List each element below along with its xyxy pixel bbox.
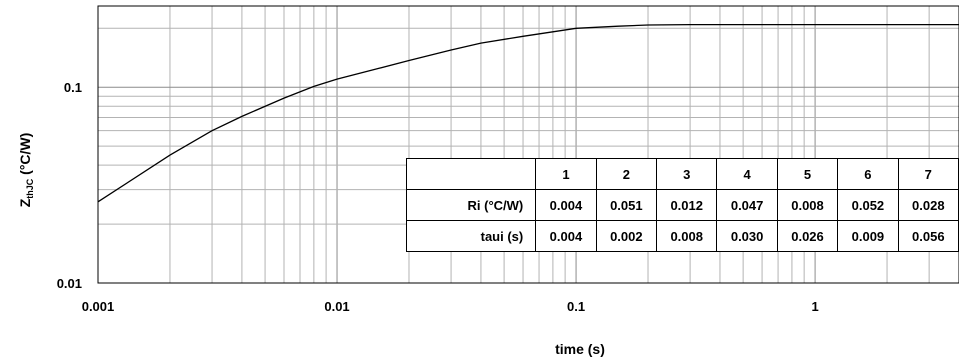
table-cell: 0.008 [656, 220, 718, 252]
y-axis-label-main: Z [17, 198, 33, 207]
table-cell: 0.047 [716, 189, 778, 221]
table-column-header: 3 [656, 158, 718, 190]
y-tick-label: 0.1 [64, 80, 82, 95]
x-tick-label: 0.01 [324, 299, 349, 314]
table-column-header: 6 [837, 158, 899, 190]
table-cell: 0.026 [776, 220, 839, 252]
table-cell: 0.056 [897, 220, 959, 252]
series-line [97, 23, 959, 203]
table-cell: 0.004 [535, 189, 597, 221]
y-axis-label: ZthJC (°C/W) [17, 133, 35, 208]
table-row-label: Ri (°C/W) [405, 189, 537, 221]
table-corner-cell [405, 158, 537, 190]
table-cell: 0.004 [535, 220, 597, 252]
table-column-header: 1 [535, 158, 597, 190]
table-cell: 0.002 [595, 220, 658, 252]
x-tick-labels: 0.001 0.01 0.1 1 [82, 299, 819, 314]
x-axis-label: time (s) [555, 341, 605, 357]
table-cell: 0.030 [716, 220, 778, 252]
table-cell: 0.052 [837, 189, 899, 221]
table-cell: 0.009 [837, 220, 899, 252]
table-row-taui: taui (s) 0.004 0.002 0.008 0.030 0.026 0.009 0.… [405, 220, 959, 252]
plot-frame [97, 5, 959, 284]
y-tick-labels: 0.01 0.1 [57, 80, 82, 291]
table-row-label: taui (s) [405, 220, 537, 252]
table-column-header: 2 [595, 158, 658, 190]
x-tick-label: 0.1 [567, 299, 585, 314]
y-axis-label-sub: thJC [25, 178, 35, 199]
y-tick-label: 0.01 [57, 276, 82, 291]
table-cell: 0.051 [595, 189, 658, 221]
table-cell: 0.012 [656, 189, 718, 221]
table-cell: 0.028 [897, 189, 959, 221]
table-row-ri: Ri (°C/W) 0.004 0.051 0.012 0.047 0.008 0.052 0… [405, 189, 959, 221]
x-tick-label: 1 [811, 299, 818, 314]
table-column-header: 5 [776, 158, 839, 190]
table-cell: 0.008 [776, 189, 839, 221]
x-tick-label: 0.001 [82, 299, 115, 314]
table-column-header: 7 [897, 158, 959, 190]
table-column-header: 4 [716, 158, 778, 190]
y-axis-label-unit: (°C/W) [17, 133, 33, 179]
